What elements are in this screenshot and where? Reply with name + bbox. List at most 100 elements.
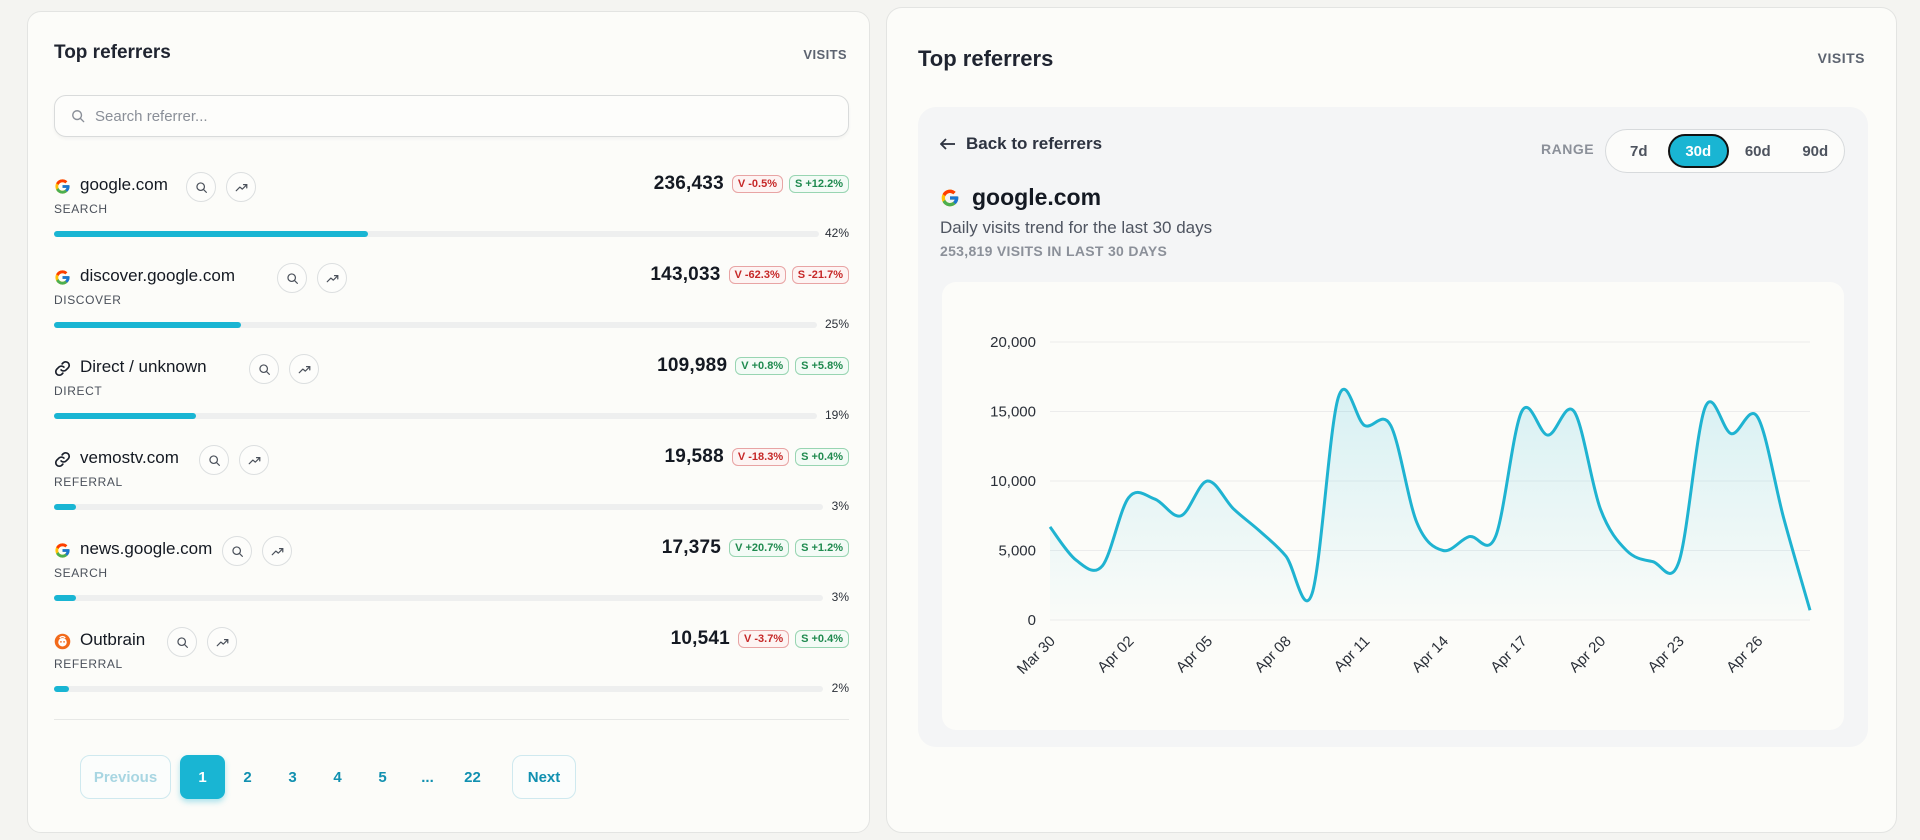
domain-header: google.com — [940, 184, 1101, 211]
referrer-row[interactable]: news.google.com SEARCH 17,375 V +20.7% S +1.… — [54, 536, 849, 622]
referrer-name[interactable]: Outbrain — [80, 630, 146, 649]
trend-icon — [235, 181, 248, 194]
search-referrer-button[interactable] — [199, 445, 229, 475]
data-point — [1127, 496, 1131, 500]
google-logo-icon — [54, 178, 71, 195]
data-point — [1310, 592, 1314, 596]
search-referrer-button[interactable] — [167, 627, 197, 657]
referrer-row[interactable]: discover.google.com DISCOVER 143,033 V -62.… — [54, 263, 849, 349]
data-point — [1415, 521, 1419, 525]
referrer-name[interactable]: vemostv.com — [80, 448, 179, 467]
google-logo-icon — [54, 269, 71, 286]
data-point — [1520, 410, 1524, 414]
x-tick-label: Apr 17 — [1487, 633, 1530, 676]
referrer-row[interactable]: google.com SEARCH 236,433 V -0.5% S +12.2% 42… — [54, 172, 849, 258]
data-point — [1284, 554, 1288, 558]
data-point — [1389, 423, 1393, 427]
range-label: RANGE — [1541, 141, 1595, 157]
x-tick-label: Mar 30 — [1014, 633, 1059, 678]
referrer-name[interactable]: Direct / unknown — [80, 357, 207, 376]
trend-icon — [298, 363, 311, 376]
share-percent: 3% — [831, 590, 849, 604]
share-bar — [54, 231, 819, 237]
previous-page-button[interactable]: Previous — [80, 755, 171, 799]
share-percent: 25% — [824, 317, 849, 331]
range-selector: 7d 30d 60d 90d — [1605, 129, 1845, 173]
page-22-button[interactable]: 22 — [464, 768, 481, 786]
view-trend-button[interactable] — [226, 172, 256, 202]
search-box[interactable] — [54, 95, 849, 137]
trend-icon — [271, 545, 284, 558]
referrer-row[interactable]: Outbrain REFERRAL 10,541 V -3.7% S +0.4% 2% — [54, 627, 849, 713]
page-3-button[interactable]: 3 — [288, 768, 297, 786]
referrer-stats: 19,588 V -18.3% S +0.4% — [665, 446, 849, 468]
referrer-name[interactable]: news.google.com — [80, 539, 213, 558]
page-5-button[interactable]: 5 — [378, 768, 387, 786]
page-1-button[interactable]: 1 — [180, 755, 225, 799]
share-bar-fill — [54, 322, 241, 328]
page-4-button[interactable]: 4 — [333, 768, 342, 786]
view-trend-button[interactable] — [207, 627, 237, 657]
search-icon — [72, 110, 85, 123]
search-icon — [208, 454, 221, 467]
search-referrer-button[interactable] — [249, 354, 279, 384]
area-fill — [1050, 389, 1810, 620]
data-point — [1782, 517, 1786, 521]
share-change-badge: S +1.2% — [795, 539, 849, 557]
view-trend-button[interactable] — [239, 445, 269, 475]
range-60d-option[interactable]: 60d — [1744, 142, 1771, 160]
range-30d-option[interactable]: 30d — [1667, 134, 1729, 168]
range-90d-option[interactable]: 90d — [1802, 142, 1829, 160]
view-trend-button[interactable] — [289, 354, 319, 384]
data-point — [1546, 433, 1550, 437]
google-logo-icon — [54, 542, 71, 559]
search-input[interactable] — [95, 96, 835, 136]
search-referrer-button[interactable] — [186, 172, 216, 202]
google-logo-icon — [941, 189, 959, 206]
data-point — [1598, 507, 1602, 511]
data-point — [1808, 608, 1812, 612]
y-tick-label: 10,000 — [990, 473, 1036, 490]
visits-change-badge: V -0.5% — [731, 175, 783, 193]
trend-chart: 0 5,000 10,000 15,000 20,000 Mar 30 Apr 02 Apr … — [942, 282, 1844, 730]
search-referrer-button[interactable] — [222, 536, 252, 566]
referrer-row[interactable]: Direct / unknown DIRECT 109,989 V +0.8% S +5… — [54, 354, 849, 440]
visit-count: 19,588 — [664, 446, 724, 467]
data-point — [1467, 535, 1471, 539]
row-actions — [167, 627, 237, 657]
referrer-category: DISCOVER — [54, 293, 122, 307]
back-button[interactable]: Back to referrers — [940, 134, 1102, 154]
data-point — [1625, 549, 1629, 553]
x-tick-label: Apr 14 — [1409, 633, 1452, 676]
visits-header: VISITS — [1817, 50, 1865, 66]
view-trend-button[interactable] — [262, 536, 292, 566]
view-trend-button[interactable] — [317, 263, 347, 293]
search-referrer-button[interactable] — [277, 263, 307, 293]
referrer-name[interactable]: discover.google.com — [80, 266, 235, 285]
referrer-row[interactable]: vemostv.com REFERRAL 19,588 V -18.3% S +0.4%… — [54, 445, 849, 531]
share-bar — [54, 322, 817, 328]
data-point — [1651, 560, 1655, 564]
outbrain-logo-icon — [54, 633, 71, 650]
referrer-category: SEARCH — [54, 566, 108, 580]
range-7d-option[interactable]: 7d — [1629, 142, 1648, 160]
share-bar — [54, 413, 817, 419]
share-percent: 19% — [824, 408, 849, 422]
data-point — [1231, 507, 1235, 511]
referrer-category: REFERRAL — [54, 657, 123, 671]
data-point — [1179, 514, 1183, 518]
next-page-button[interactable]: Next — [512, 755, 576, 799]
visits-change-badge: V +20.7% — [729, 539, 790, 557]
share-change-badge: S +0.4% — [795, 448, 849, 466]
referrers-list-panel: Top referrers VISITS google.com SEARCH 236… — [27, 11, 870, 833]
share-percent: 42% — [824, 226, 849, 240]
referrer-stats: 143,033 V -62.3% S -21.7% — [650, 264, 849, 286]
share-percent: 3% — [831, 499, 849, 513]
data-point — [1205, 479, 1209, 483]
referrer-name[interactable]: google.com — [80, 175, 168, 194]
row-actions — [222, 536, 292, 566]
link-icon-logo-icon — [54, 451, 71, 468]
x-tick-label: Apr 11 — [1331, 633, 1373, 675]
referrer-category: REFERRAL — [54, 475, 123, 489]
page-2-button[interactable]: 2 — [243, 768, 252, 786]
